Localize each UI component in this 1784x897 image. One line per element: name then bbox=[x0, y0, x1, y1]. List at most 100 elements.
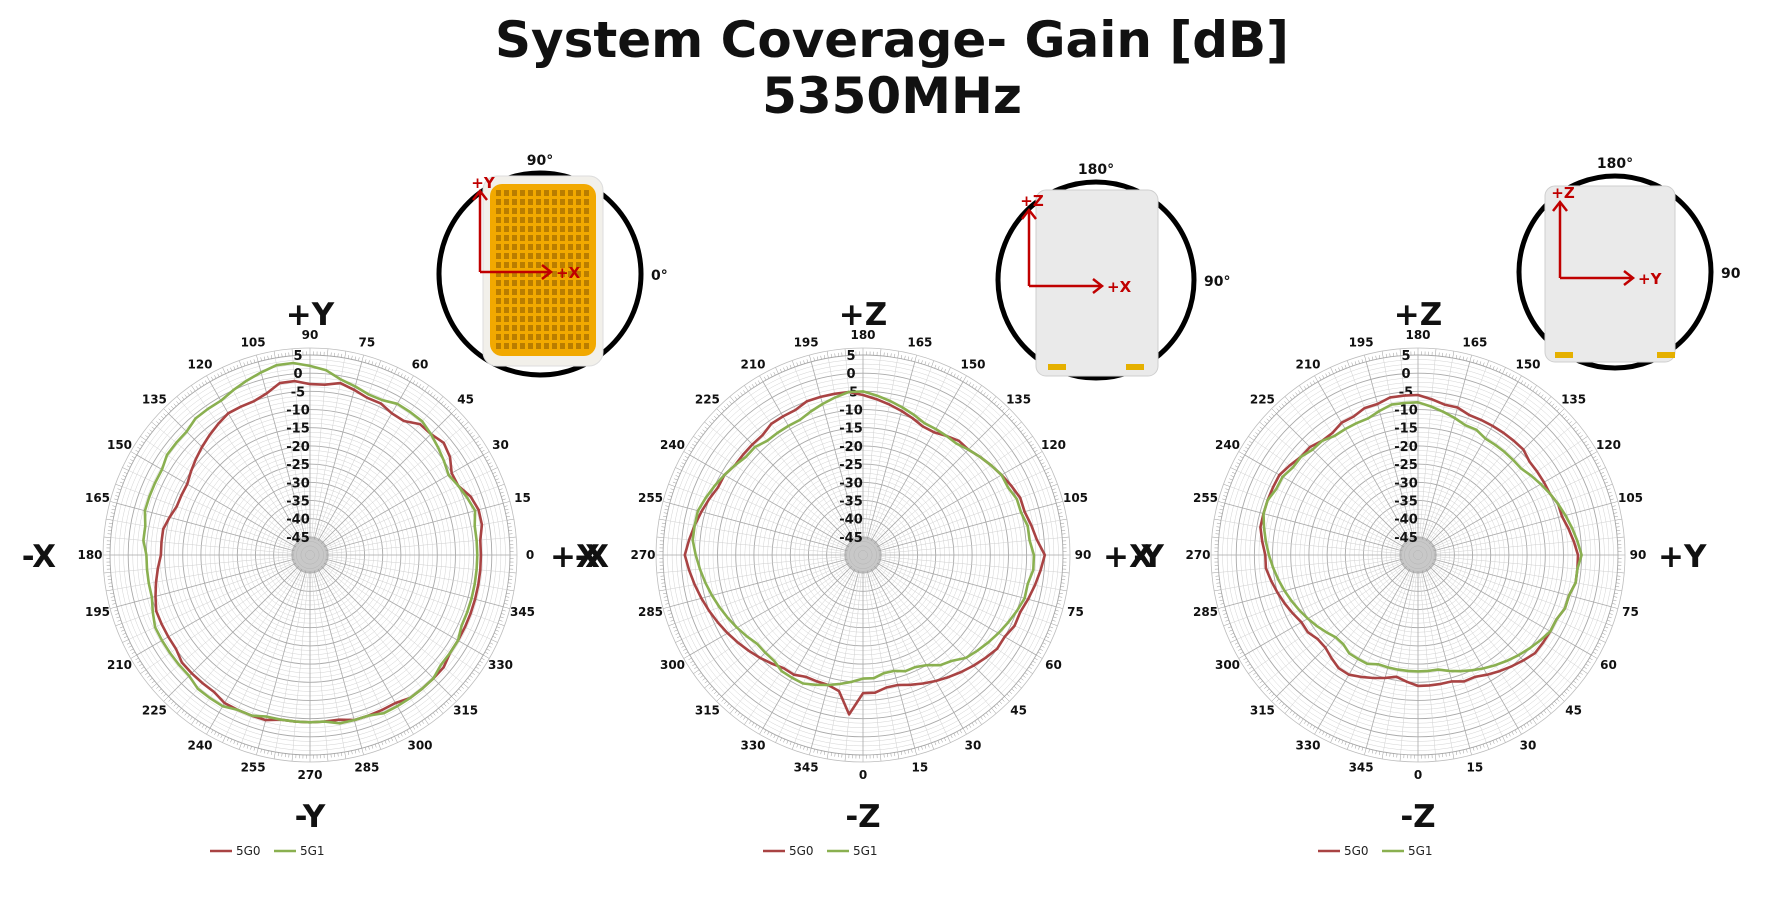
outer-tick bbox=[968, 382, 972, 386]
outer-tick bbox=[1248, 669, 1255, 674]
inset-right-label: 90 bbox=[1721, 266, 1741, 282]
outer-tick bbox=[191, 718, 196, 725]
outer-tick bbox=[684, 651, 689, 654]
outer-tick bbox=[1009, 415, 1013, 419]
outer-tick bbox=[111, 508, 116, 511]
outer-tick bbox=[1551, 403, 1555, 407]
outer-tick bbox=[1508, 733, 1511, 737]
radial-tick-label: -20 bbox=[839, 440, 863, 455]
outer-tick bbox=[1597, 465, 1602, 468]
grid-spoke bbox=[225, 373, 304, 541]
outer-tick bbox=[971, 722, 975, 726]
outer-tick bbox=[126, 642, 131, 645]
grid-spoke bbox=[1433, 502, 1612, 552]
outer-tick bbox=[158, 688, 162, 692]
outer-tick bbox=[681, 462, 685, 465]
outer-tick bbox=[1032, 660, 1036, 664]
outer-tick bbox=[1239, 456, 1244, 459]
grid-spoke bbox=[878, 558, 1057, 608]
outer-tick bbox=[994, 705, 997, 709]
outer-tick bbox=[907, 356, 910, 361]
outer-tick bbox=[1613, 596, 1618, 598]
grid-spoke bbox=[1224, 502, 1403, 552]
grid-spoke bbox=[1236, 470, 1404, 549]
outer-tick bbox=[1049, 481, 1054, 484]
outer-tick bbox=[443, 403, 447, 407]
outer-tick bbox=[1238, 654, 1245, 659]
outer-tick bbox=[709, 421, 713, 424]
outer-tick bbox=[1469, 355, 1472, 362]
grid-spoke bbox=[292, 355, 309, 540]
series-line-5G1 bbox=[1262, 401, 1583, 673]
grid-spoke bbox=[1432, 561, 1600, 640]
angle-tick-label: 210 bbox=[740, 358, 765, 372]
outer-tick bbox=[358, 357, 360, 361]
outer-tick bbox=[111, 599, 116, 602]
outer-tick bbox=[406, 376, 409, 381]
outer-tick bbox=[1255, 432, 1259, 435]
device-foot bbox=[1048, 364, 1066, 370]
outer-tick bbox=[1579, 672, 1583, 675]
grid-spoke bbox=[136, 454, 297, 548]
outer-tick bbox=[448, 408, 452, 412]
outer-tick bbox=[1499, 368, 1502, 373]
arrow-right-head bbox=[1623, 270, 1636, 286]
outer-tick bbox=[1247, 443, 1251, 447]
outer-tick bbox=[1247, 663, 1251, 667]
outer-tick bbox=[664, 599, 669, 602]
outer-tick bbox=[1346, 742, 1350, 750]
grid-spoke bbox=[810, 361, 860, 540]
outer-tick bbox=[1024, 672, 1028, 675]
outer-tick bbox=[764, 376, 767, 381]
grid-spoke bbox=[1431, 454, 1592, 548]
outer-tick bbox=[679, 465, 684, 468]
outer-tick bbox=[1055, 609, 1059, 612]
radial-tick-label: -10 bbox=[1394, 404, 1418, 419]
outer-tick bbox=[734, 396, 738, 400]
outer-tick bbox=[783, 738, 786, 743]
outer-tick bbox=[826, 351, 829, 359]
outer-tick bbox=[959, 376, 962, 381]
outer-tick bbox=[917, 747, 920, 751]
outer-tick bbox=[1016, 683, 1022, 689]
outer-tick bbox=[502, 609, 506, 612]
outer-tick bbox=[1057, 599, 1062, 602]
outer-tick bbox=[465, 680, 469, 684]
outer-tick bbox=[791, 742, 795, 750]
outer-tick bbox=[767, 375, 770, 379]
outer-tick bbox=[170, 405, 174, 409]
outer-tick bbox=[1455, 355, 1458, 359]
outer-tick bbox=[1268, 691, 1272, 695]
outer-tick bbox=[1289, 710, 1293, 714]
axis-label-left: -X bbox=[575, 539, 609, 575]
outer-tick bbox=[427, 716, 430, 720]
outer-tick bbox=[1607, 619, 1611, 622]
angle-tick-label: 0 bbox=[1414, 768, 1422, 782]
outer-tick bbox=[690, 660, 694, 664]
outer-tick bbox=[767, 731, 770, 735]
outer-tick bbox=[238, 742, 242, 750]
outer-tick bbox=[1006, 693, 1010, 697]
outer-tick bbox=[483, 451, 490, 456]
outer-tick bbox=[1292, 712, 1296, 716]
outer-tick bbox=[904, 355, 906, 360]
outer-tick bbox=[900, 751, 903, 755]
outer-tick bbox=[1214, 518, 1222, 521]
outer-tick bbox=[1476, 746, 1478, 750]
outer-tick bbox=[711, 688, 715, 692]
outer-tick bbox=[1011, 418, 1015, 422]
series-line-5G0 bbox=[154, 379, 484, 724]
outer-tick bbox=[130, 459, 134, 462]
outer-tick bbox=[1004, 696, 1010, 702]
outer-tick bbox=[151, 680, 155, 684]
outer-tick bbox=[1271, 408, 1277, 414]
outer-tick bbox=[391, 368, 394, 373]
outer-tick bbox=[168, 408, 172, 412]
outer-tick bbox=[1309, 382, 1313, 386]
outer-tick bbox=[1361, 359, 1364, 363]
arrow-up-head bbox=[472, 188, 488, 201]
outer-tick bbox=[663, 501, 670, 504]
grid-spoke bbox=[1400, 570, 1417, 755]
outer-tick bbox=[501, 613, 505, 615]
